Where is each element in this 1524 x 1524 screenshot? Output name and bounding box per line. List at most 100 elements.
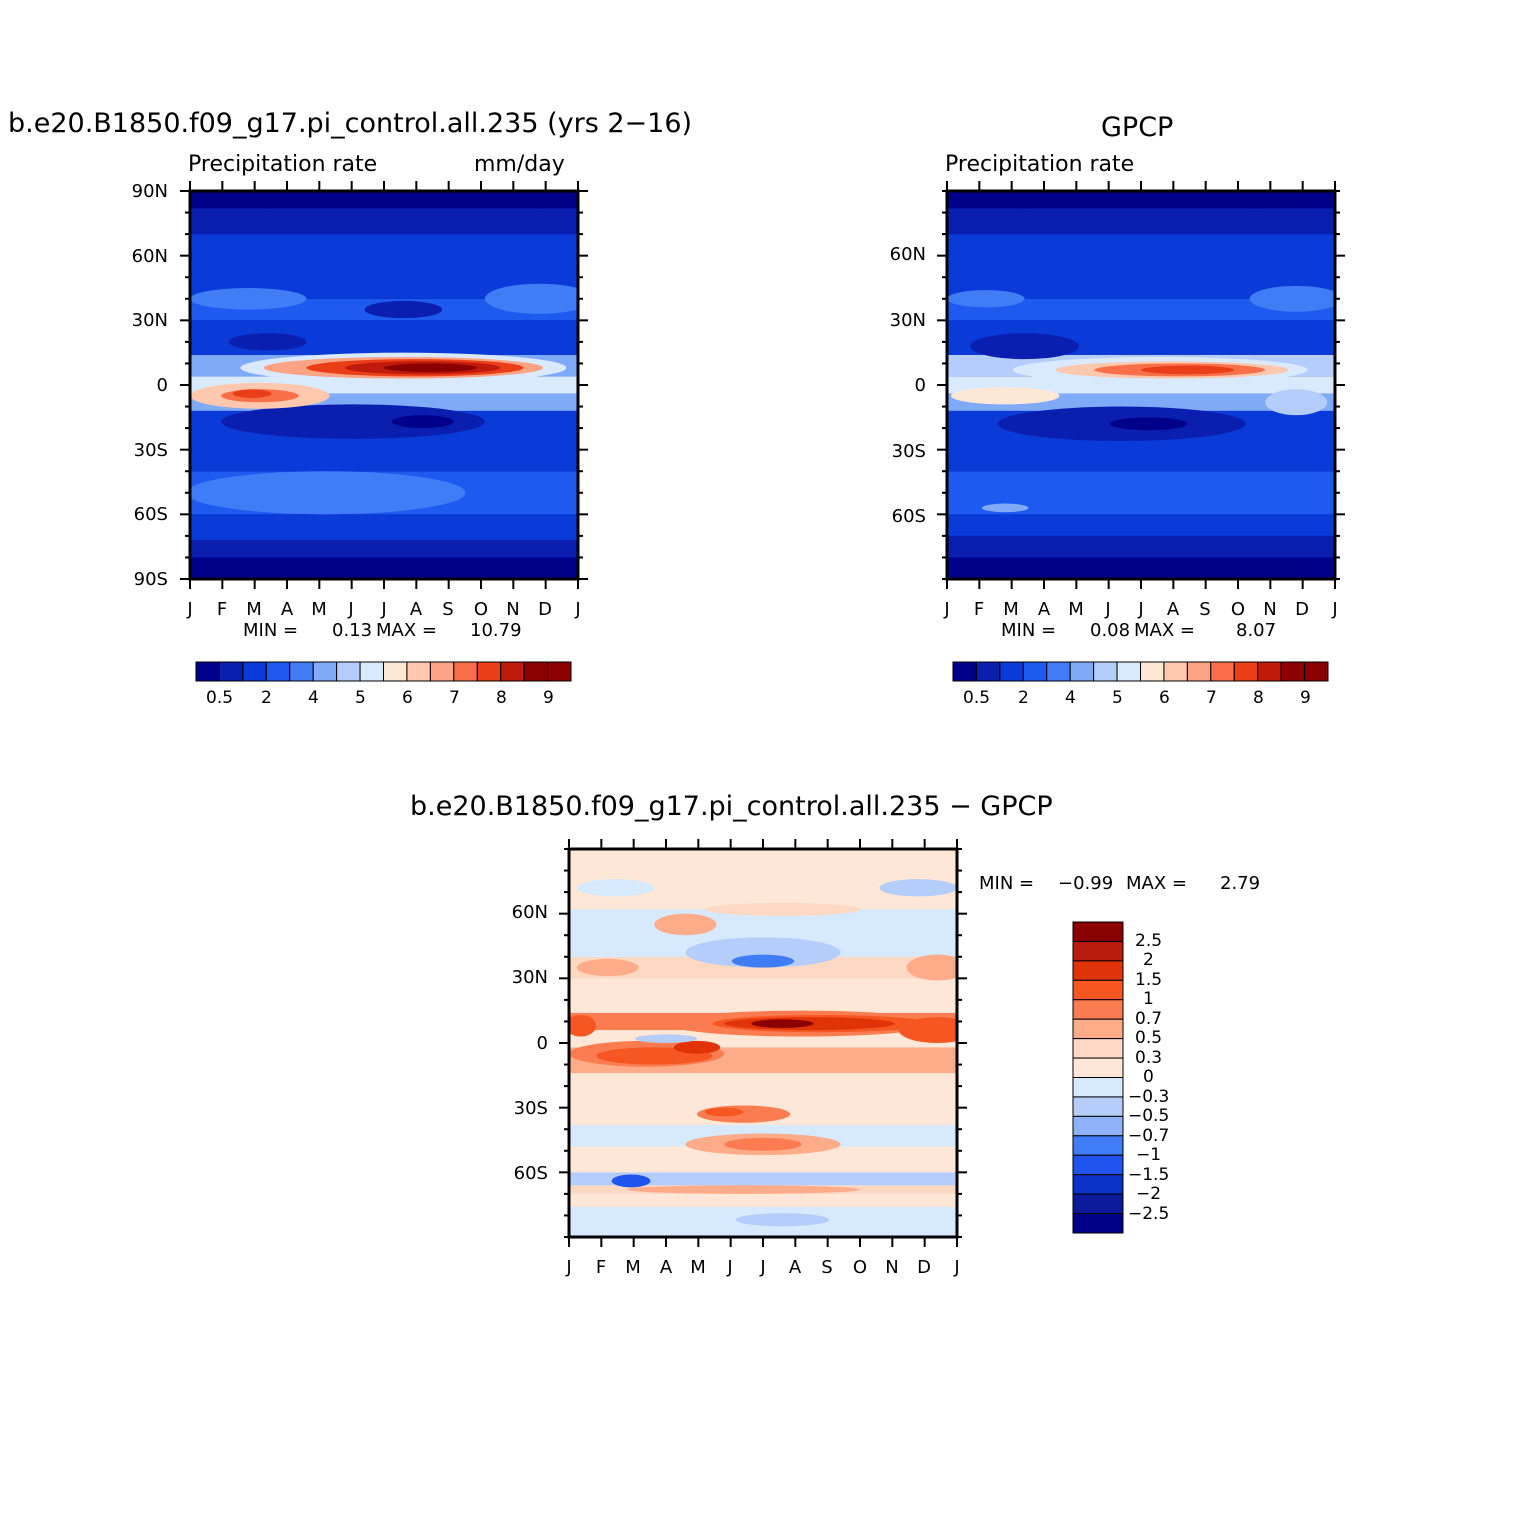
panel2-xtick: M	[1003, 599, 1019, 620]
contour-region	[685, 937, 841, 968]
colorbar-swatch	[1072, 921, 1124, 942]
panel2-xtick: M	[1068, 599, 1084, 620]
panel2-xtick: J	[1332, 599, 1338, 620]
contour-region	[1265, 389, 1328, 416]
panel3-colorbar-label: −0.5	[1128, 1106, 1170, 1126]
colorbar-swatch	[359, 661, 384, 682]
panel2-colorbar-label: 9	[1300, 688, 1311, 708]
panel3-xtick: S	[821, 1257, 833, 1278]
panel2-xtick: J	[1138, 599, 1144, 620]
colorbar-swatch	[406, 661, 431, 682]
contour-region	[1249, 285, 1335, 312]
contour-region	[1199, 191, 1316, 209]
panel2-ytick: 30N	[889, 310, 926, 331]
panel3-xtick: M	[690, 1257, 706, 1278]
contour-region	[654, 913, 717, 936]
colorbar-swatch	[242, 661, 267, 682]
panel2-max-label: MAX =	[1134, 620, 1195, 641]
panel1-colorbar-label: 5	[355, 688, 366, 708]
latitude-band	[947, 234, 1335, 299]
colorbar-swatch	[453, 661, 478, 682]
panel1-xtick: J	[381, 599, 387, 620]
panel3-ytick: 30S	[513, 1098, 548, 1119]
colorbar-swatch	[195, 661, 220, 682]
latitude-band	[947, 298, 1335, 321]
latitude-band	[569, 1193, 957, 1207]
panel2-min-label: MIN =	[1001, 620, 1057, 641]
panel3-xtick: J	[566, 1257, 572, 1278]
panel2-xtick: A	[1037, 599, 1051, 620]
panel3-colorbar-label: 0.5	[1135, 1028, 1163, 1048]
panel2-colorbar-label: 5	[1112, 688, 1123, 708]
latitude-band	[190, 557, 578, 579]
panel1-xtick: J	[575, 599, 581, 620]
panel1-xtick: S	[442, 599, 454, 620]
colorbar-swatch	[975, 661, 1001, 682]
colorbar-swatch	[1072, 1174, 1124, 1195]
panel2-colorbar-label: 6	[1159, 688, 1170, 708]
colorbar-swatch	[476, 661, 502, 682]
panel1-xtick: A	[409, 599, 423, 620]
colorbar-swatch	[999, 661, 1024, 682]
panel3-colorbar-label: 2	[1143, 950, 1154, 970]
panel2-colorbar-label: 0.5	[963, 688, 991, 708]
contour-region	[221, 404, 485, 439]
contour-region	[190, 288, 307, 310]
contour-region	[898, 1017, 957, 1043]
panel1-colorbar-label: 2	[261, 688, 272, 708]
panel3-xtick: M	[625, 1257, 641, 1278]
panel2-xtick: J	[944, 599, 950, 620]
colorbar-swatch	[1072, 960, 1124, 981]
latitude-band	[947, 535, 1335, 558]
panel3-xtick: O	[852, 1257, 868, 1278]
panel1-min-value: 0.13	[332, 620, 373, 641]
panel3-xtick: J	[954, 1257, 960, 1278]
panel3-xtick: D	[917, 1257, 931, 1278]
colorbars	[195, 661, 1329, 1234]
panel2-variable-label: Precipitation rate	[945, 152, 1135, 177]
colorbar-swatch	[1069, 661, 1095, 682]
panel3-colorbar-label: −1.5	[1128, 1165, 1170, 1185]
panel1-xtick: M	[311, 599, 327, 620]
contour-region	[906, 954, 957, 981]
panel3-ytick: 0	[536, 1033, 548, 1054]
latitude-band	[947, 557, 1335, 579]
panel1-xtick: A	[280, 599, 294, 620]
panel1-xtick: J	[187, 599, 193, 620]
panel2-min-value: 0.08	[1090, 620, 1131, 641]
panel1-ytick: 30N	[131, 310, 168, 331]
panel2-xtick: A	[1166, 599, 1180, 620]
panel3-xtick: N	[885, 1257, 899, 1278]
colorbar-swatch	[1163, 661, 1188, 682]
panel1-ytick: 60S	[133, 504, 168, 525]
colorbar-swatch	[289, 661, 314, 682]
colorbar-swatch	[265, 661, 291, 682]
contour-region	[970, 333, 1079, 360]
contour-region	[611, 1174, 651, 1188]
panel3-xtick: J	[760, 1257, 766, 1278]
contour-region	[673, 1040, 721, 1054]
colorbar-swatch	[1140, 661, 1165, 682]
colorbar-swatch	[1072, 1154, 1124, 1176]
panel1-colorbar-label: 6	[402, 688, 413, 708]
panel2-contour-field	[947, 191, 1335, 579]
panel1-xtick: N	[506, 599, 520, 620]
panel3-colorbar-label: 0	[1143, 1067, 1154, 1087]
panel1-ytick: 90S	[133, 569, 168, 590]
colorbar-swatch	[952, 661, 977, 682]
panel1-colorbar-label: 9	[543, 688, 554, 708]
colorbar-swatch	[1072, 1057, 1124, 1078]
colorbar-swatch	[1072, 940, 1124, 962]
colorbar-swatch	[218, 661, 244, 682]
contour-region	[576, 879, 655, 897]
panel1-colorbar-label: 8	[496, 688, 507, 708]
colorbar-swatch	[1072, 1018, 1124, 1040]
panel1-xtick: J	[348, 599, 354, 620]
latitude-band	[947, 208, 1335, 235]
contour-region	[1141, 365, 1235, 375]
contour-region	[724, 1137, 802, 1151]
panel2-xtick: O	[1230, 599, 1246, 620]
panel3-xtick: A	[788, 1257, 802, 1278]
panel3-colorbar-label: 1.5	[1135, 970, 1163, 990]
